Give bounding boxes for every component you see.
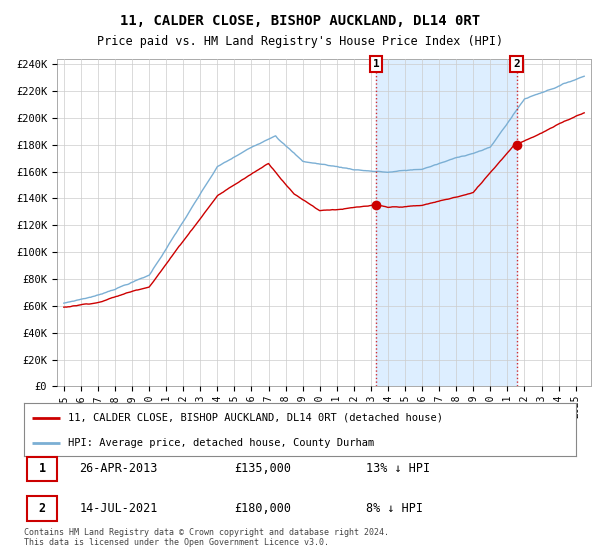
Text: £180,000: £180,000 [234,502,291,515]
Text: 14-JUL-2021: 14-JUL-2021 [79,502,158,515]
Text: 13% ↓ HPI: 13% ↓ HPI [366,463,430,475]
Text: Price paid vs. HM Land Registry's House Price Index (HPI): Price paid vs. HM Land Registry's House … [97,35,503,48]
FancyBboxPatch shape [27,496,57,521]
Text: Contains HM Land Registry data © Crown copyright and database right 2024.
This d: Contains HM Land Registry data © Crown c… [24,528,389,548]
Text: 1: 1 [373,59,379,69]
Text: 1: 1 [38,463,46,475]
FancyBboxPatch shape [27,457,57,481]
Text: 11, CALDER CLOSE, BISHOP AUCKLAND, DL14 0RT: 11, CALDER CLOSE, BISHOP AUCKLAND, DL14 … [120,14,480,28]
Text: 2: 2 [513,59,520,69]
Text: HPI: Average price, detached house, County Durham: HPI: Average price, detached house, Coun… [68,438,374,448]
Text: 8% ↓ HPI: 8% ↓ HPI [366,502,423,515]
Text: 11, CALDER CLOSE, BISHOP AUCKLAND, DL14 0RT (detached house): 11, CALDER CLOSE, BISHOP AUCKLAND, DL14 … [68,413,443,423]
Bar [376,59,517,386]
Text: 26-APR-2013: 26-APR-2013 [79,463,158,475]
Text: 2: 2 [38,502,46,515]
Text: £135,000: £135,000 [234,463,291,475]
